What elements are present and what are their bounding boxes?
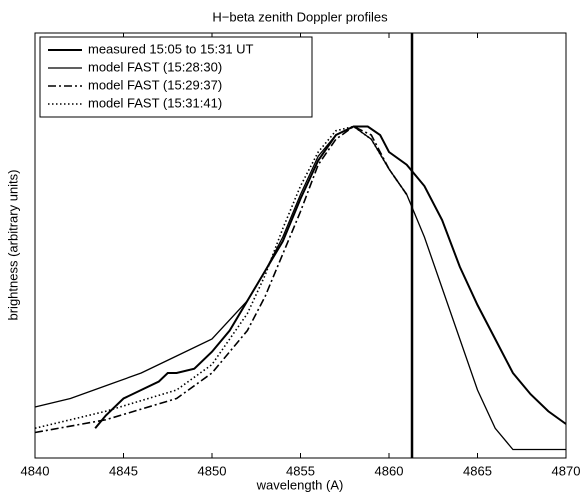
- legend-label: measured 15:05 to 15:31 UT: [88, 41, 254, 56]
- legend-label: model FAST (15:29:37): [88, 77, 222, 92]
- x-tick-label: 4855: [286, 463, 315, 478]
- series-line: [34, 125, 408, 434]
- x-tick-label: 4870: [552, 463, 581, 478]
- x-tick-label: 4840: [21, 463, 50, 478]
- chart-title: H−beta zenith Doppler profiles: [212, 9, 388, 24]
- series-line: [94, 125, 567, 429]
- legend-label: model FAST (15:28:30): [88, 59, 222, 74]
- x-axis-label: wavelength (A): [256, 477, 344, 492]
- y-axis-label: brightness (arbitrary units): [5, 170, 20, 321]
- x-tick-label: 4850: [198, 463, 227, 478]
- series-line: [34, 125, 566, 451]
- x-tick-label: 4865: [463, 463, 492, 478]
- series-line: [34, 125, 408, 430]
- x-tick-label: 4845: [109, 463, 138, 478]
- legend-label: model FAST (15:31:41): [88, 95, 222, 110]
- legend-box: [39, 36, 313, 118]
- x-tick-label: 4860: [375, 463, 404, 478]
